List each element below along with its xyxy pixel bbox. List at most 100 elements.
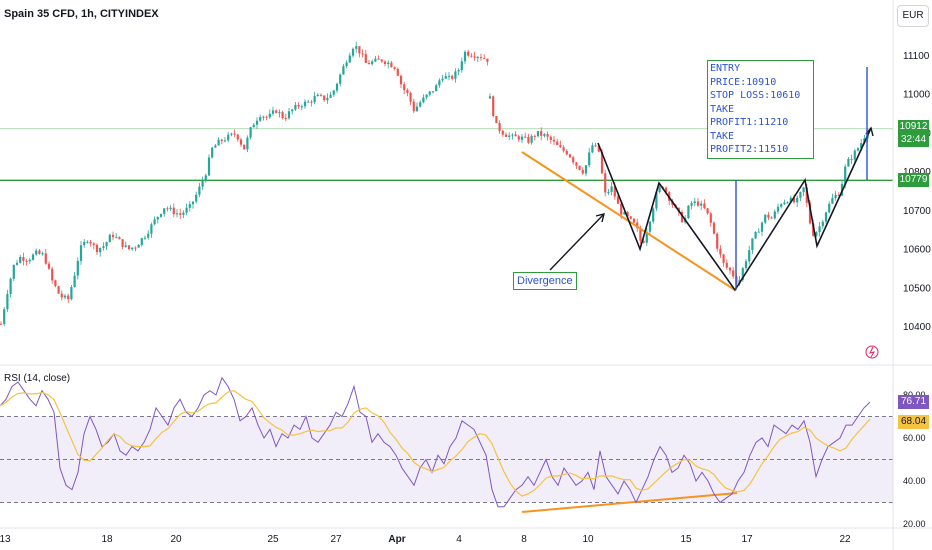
candle-body <box>757 231 760 233</box>
candle-body <box>342 66 345 75</box>
candle-body <box>67 295 70 300</box>
candle-body <box>422 97 425 103</box>
candle-body <box>488 96 492 99</box>
candle-body <box>153 219 156 225</box>
candle-body <box>626 212 629 217</box>
candle-body <box>460 61 463 71</box>
candle-body <box>508 135 511 137</box>
candle-body <box>172 207 175 215</box>
candle-body <box>25 260 28 262</box>
candle-body <box>387 62 390 65</box>
time-tick-label: 4 <box>456 534 462 545</box>
rsi-lines <box>0 376 871 508</box>
entry-price-text: ENTRY PRICE:10910 <box>710 63 777 88</box>
rsi-ma-line <box>0 390 871 497</box>
candle-body <box>501 130 504 135</box>
candle-body <box>278 112 281 114</box>
candle-body <box>156 216 159 220</box>
candle-body <box>339 74 342 84</box>
candle-body <box>102 246 105 248</box>
candle-body <box>454 71 457 79</box>
candle-body <box>517 136 520 140</box>
candle-body <box>358 46 361 54</box>
candle-body <box>552 139 556 142</box>
candle-body <box>597 145 600 152</box>
candle-body <box>856 148 860 151</box>
candle-body <box>751 238 754 251</box>
candle-body <box>271 110 275 114</box>
candle-body <box>329 94 332 98</box>
candle-body <box>92 243 95 245</box>
candle-body <box>549 136 552 140</box>
candle-body <box>463 51 467 62</box>
candle-body <box>374 58 377 62</box>
candle-body <box>364 54 367 63</box>
rsi-indicator-label[interactable]: RSI (14, close) <box>4 373 71 384</box>
candle-body <box>47 263 51 269</box>
candle-body <box>6 293 9 310</box>
candle-body <box>812 223 815 236</box>
candle-body <box>642 240 645 243</box>
candle-body <box>616 196 620 204</box>
candle-body <box>79 245 83 261</box>
candle-body <box>447 75 451 77</box>
time-tick-label: 20 <box>170 534 182 545</box>
candle-body <box>60 293 63 298</box>
candle-body <box>498 122 501 131</box>
candle-body <box>9 278 12 294</box>
candle-body <box>716 233 719 249</box>
candle-body <box>22 256 25 261</box>
candle-body <box>243 144 246 150</box>
candle-body <box>578 165 581 170</box>
candle-body <box>559 145 562 148</box>
candle-body <box>604 173 607 193</box>
candle-body <box>828 203 831 213</box>
candle-body <box>709 213 712 223</box>
lightning-icon <box>865 345 879 359</box>
candle-body <box>719 248 722 255</box>
candle-body <box>645 231 648 243</box>
candle-body <box>399 75 403 85</box>
currency-button[interactable]: EUR <box>897 5 929 27</box>
candle-body <box>808 202 812 224</box>
candle-body <box>351 48 355 56</box>
candle-body <box>281 112 284 118</box>
candle-body <box>3 309 6 324</box>
candle-body <box>108 234 111 243</box>
candle-body <box>348 55 351 63</box>
candle-body <box>789 197 792 203</box>
candle-body <box>54 280 57 287</box>
candle-body <box>377 58 380 60</box>
candle-body <box>536 131 540 137</box>
candle-body <box>815 232 818 236</box>
candle-body <box>632 218 636 223</box>
candle-body <box>166 208 169 210</box>
level-price-tag: 10779 <box>898 173 929 187</box>
rsi-ma-tag: 68.04 <box>898 415 929 429</box>
candle-body <box>124 245 127 247</box>
candle-body <box>294 104 297 110</box>
candle-body <box>355 46 358 49</box>
candle-body <box>310 101 313 103</box>
time-tick-label: Apr <box>388 534 405 545</box>
candle-body <box>575 162 578 166</box>
candles[interactable] <box>0 41 869 327</box>
candle-body <box>236 134 239 140</box>
candle-body <box>262 116 265 118</box>
candle-body <box>188 204 191 208</box>
candle-body <box>802 187 805 193</box>
candle-body <box>451 75 454 79</box>
time-tick-label: 27 <box>330 534 342 545</box>
candle-body <box>584 165 588 174</box>
rsi-tick-label: 60.00 <box>903 433 926 443</box>
candle-body <box>837 194 840 196</box>
candle-body <box>844 166 847 184</box>
candle-body <box>211 147 214 158</box>
candle-body <box>568 154 572 158</box>
candle-body <box>0 323 3 325</box>
candle-body <box>530 135 533 143</box>
candle-body <box>834 194 837 198</box>
candle-body <box>543 134 546 136</box>
candle-body <box>297 104 300 107</box>
